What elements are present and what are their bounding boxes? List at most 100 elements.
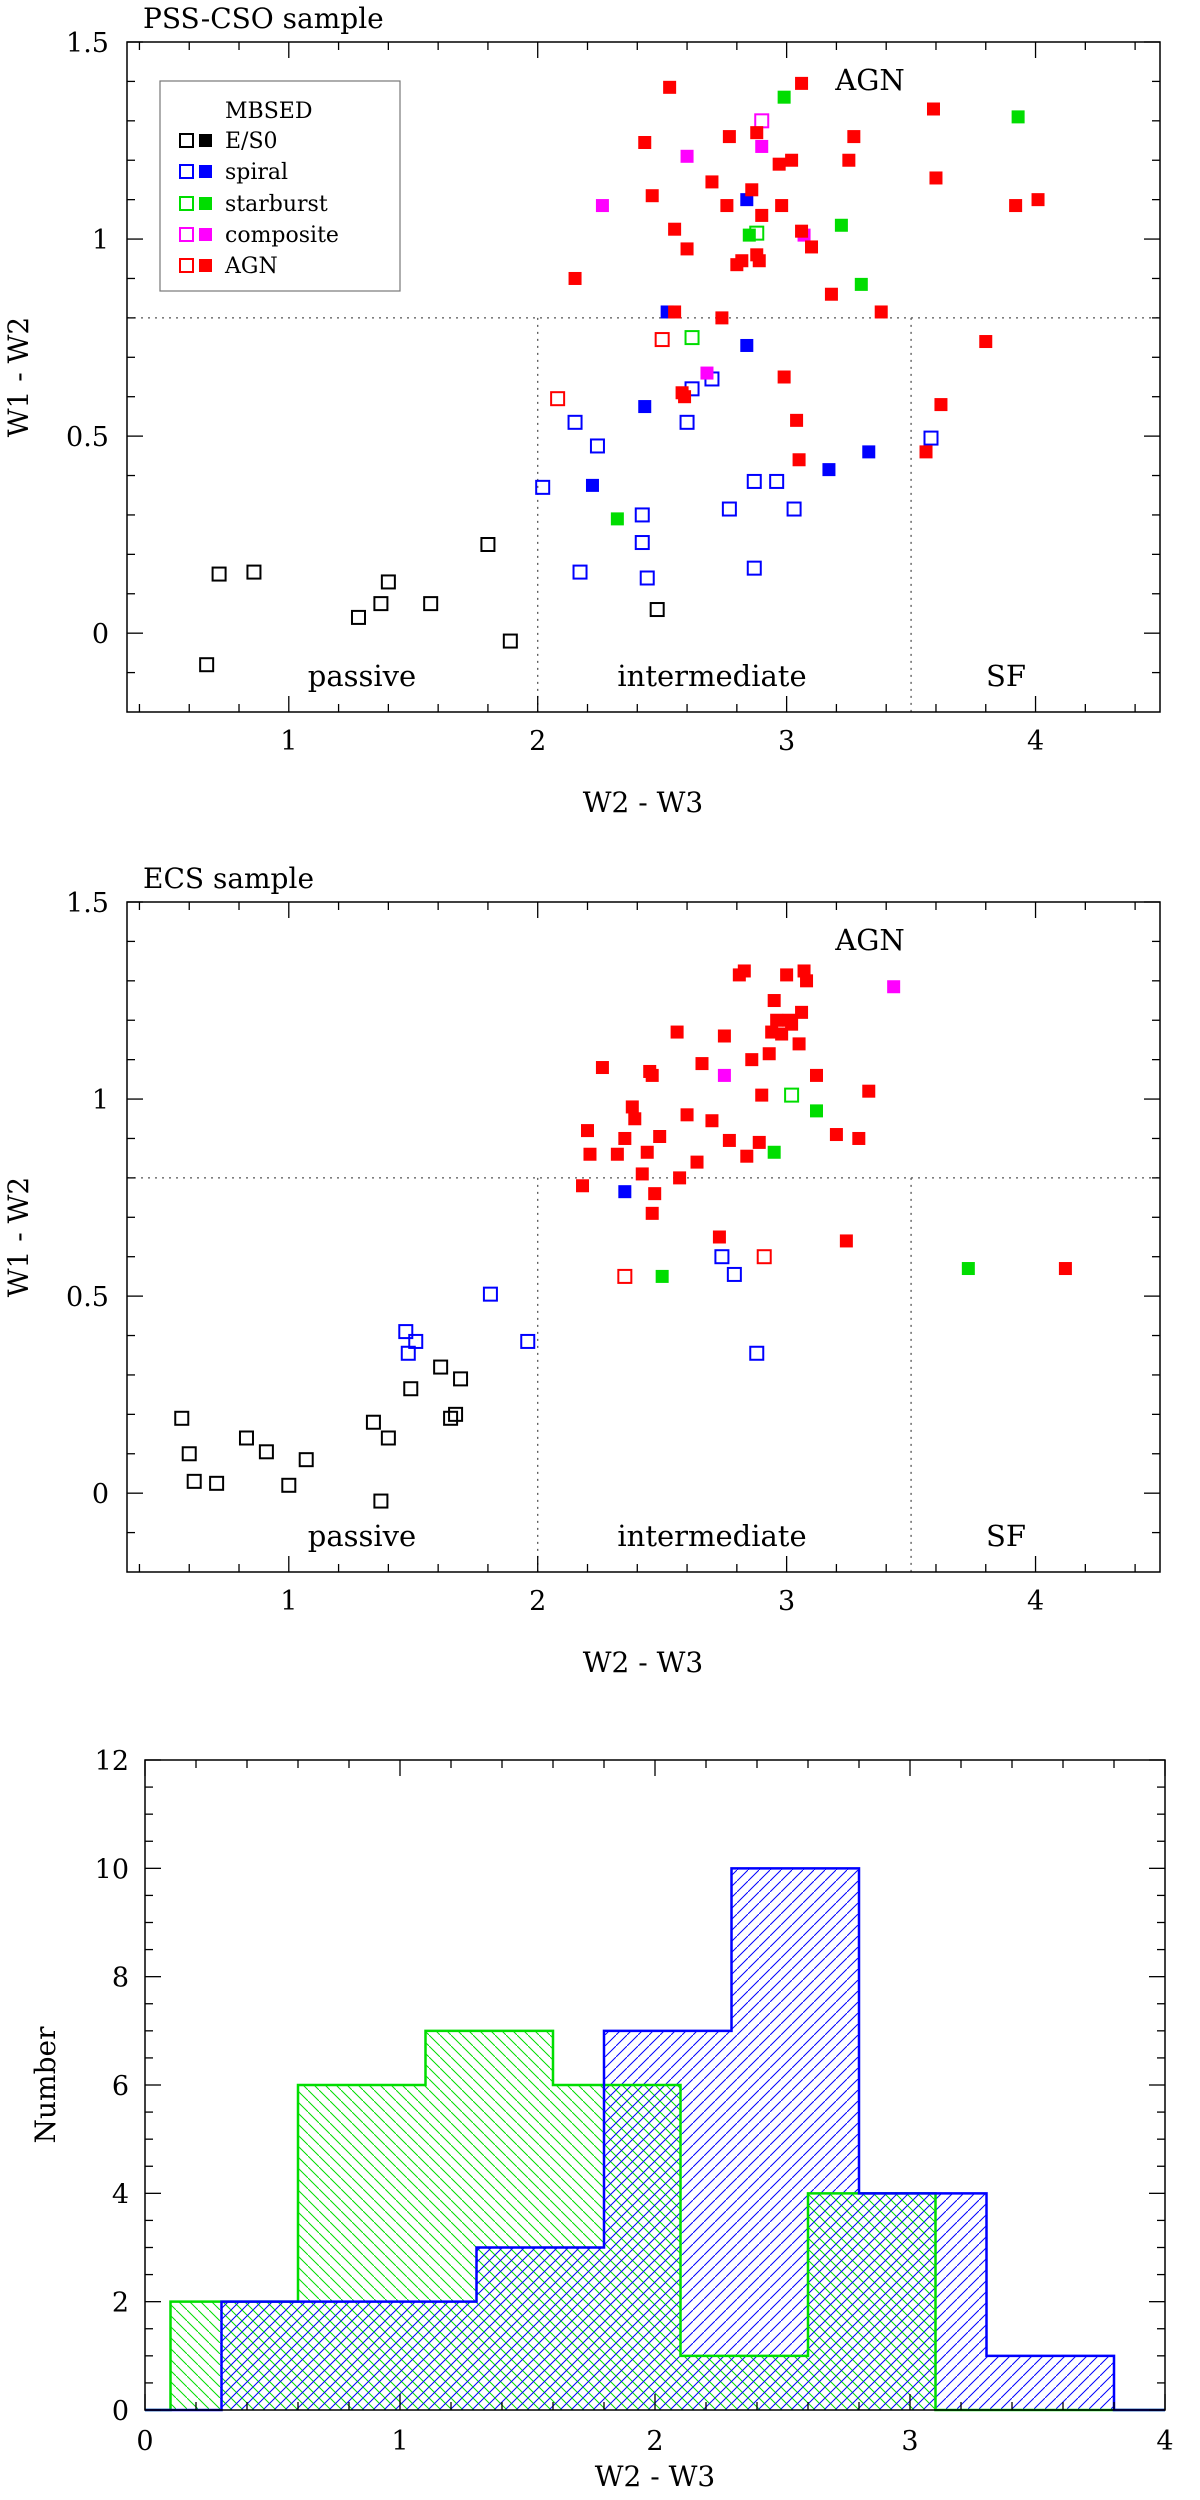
legend-open-marker [179,227,194,242]
open-e-s0-point [238,1430,254,1446]
open-spiral-point [634,507,650,523]
filled-agn-point [715,311,729,325]
x-axis-label: W2 - W3 [583,786,703,819]
filled-agn-point [792,453,806,467]
hist-bar-blue [604,2030,732,2410]
y-tick-label: 12 [95,1746,129,1777]
open-e-s0-point [373,596,389,612]
filled-agn-point [568,271,582,285]
filled-agn-point [780,968,794,982]
y-tick-label: 10 [95,1854,129,1885]
legend-entry-es0: E/S0 [179,129,278,154]
filled-agn-point [785,153,799,167]
open-spiral-point [572,564,588,580]
legend-filled-marker [199,228,212,241]
open-starburst-point [684,330,700,346]
filled-agn-point [580,1124,594,1138]
legend-title: MBSED [225,99,312,124]
filled-agn-point [720,199,734,213]
open-e-s0-point [281,1477,297,1493]
filled-starburst-point [834,218,848,232]
x-axis-label: W2 - W3 [583,1646,703,1679]
filled-composite-point [680,149,694,163]
filled-agn-point [610,1147,624,1161]
open-agn-point [654,332,670,348]
y-axis-label: W1 - W2 [2,1177,35,1297]
filled-agn-point [795,1005,809,1019]
filled-agn-point [755,208,769,222]
y-tick-label: 0.5 [66,1282,109,1313]
open-e-s0-point [258,1444,274,1460]
filled-agn-point [740,1149,754,1163]
filled-agn-point [745,183,759,197]
filled-agn-point [919,445,933,459]
hist-bar-blue [221,2301,477,2410]
filled-agn-point [847,130,861,144]
y-tick-label: 0 [92,619,109,650]
open-spiral-point [726,1266,742,1282]
x-tick-label: 4 [1156,2426,1173,2457]
chart-title: ECS sample [143,862,314,895]
region-label-agn: AGN [834,923,904,957]
filled-agn-point [668,222,682,236]
legend-label: starburst [225,192,328,217]
filled-agn-point [653,1130,667,1143]
x-tick-label: 1 [280,1586,297,1617]
filled-starburst-point [809,1104,823,1118]
x-tick-label: 0 [136,2426,153,2457]
open-spiral-point [746,473,762,489]
open-e-s0-point [246,564,262,580]
filled-spiral-point [740,338,754,352]
open-spiral-point [398,1324,414,1340]
filled-composite-point [595,199,609,213]
legend-open-marker [179,196,194,211]
open-spiral-point [679,414,695,430]
filled-agn-point [635,1167,649,1181]
filled-agn-point [1031,193,1045,207]
filled-composite-point [887,980,901,994]
filled-agn-point [797,964,811,978]
region-label-intermediate: intermediate [617,659,806,693]
x-tick-label: 4 [1027,726,1044,757]
region-label-passive: passive [308,659,416,693]
filled-agn-point [767,994,781,1008]
filled-agn-point [795,76,809,90]
open-spiral-point [634,535,650,551]
open-e-s0-point [298,1452,314,1468]
filled-agn-point [745,1053,759,1067]
region-label-intermediate: intermediate [617,1519,806,1553]
filled-agn-point [670,1025,684,1039]
region-dividers [127,317,1160,712]
legend-entry-composite: composite [179,223,339,248]
x-tick-label: 3 [778,726,795,757]
open-spiral-point [714,1249,730,1265]
filled-agn-point [645,1068,659,1082]
open-e-s0-point [480,537,496,552]
open-e-s0-point [209,1475,225,1491]
open-e-s0-point [181,1446,197,1462]
filled-spiral-point [618,1185,632,1199]
filled-agn-point [800,974,814,988]
hist-bar-blue [476,2247,604,2410]
filled-agn-point [668,305,682,319]
open-spiral-point [769,473,785,489]
x-tick-label: 4 [1027,1586,1044,1617]
filled-agn-point [824,287,838,301]
filled-agn-point [755,1088,769,1102]
filled-agn-point [979,335,993,349]
filled-spiral-point [822,463,836,477]
filled-starburst-point [655,1269,669,1283]
open-e-s0-point [443,1410,459,1426]
filled-agn-point [874,305,888,319]
open-e-s0-point [502,633,518,649]
filled-agn-point [805,240,819,254]
open-e-s0-point [186,1473,202,1489]
filled-agn-point [737,964,751,978]
hist-bar-blue [986,2355,1114,2410]
filled-composite-point [717,1068,731,1082]
legend: MBSED E/S0 spiral starburst composite [159,80,401,292]
x-tick-label: 2 [646,2426,663,2457]
open-e-s0-point [448,1406,464,1422]
filled-spiral-point [585,478,599,492]
